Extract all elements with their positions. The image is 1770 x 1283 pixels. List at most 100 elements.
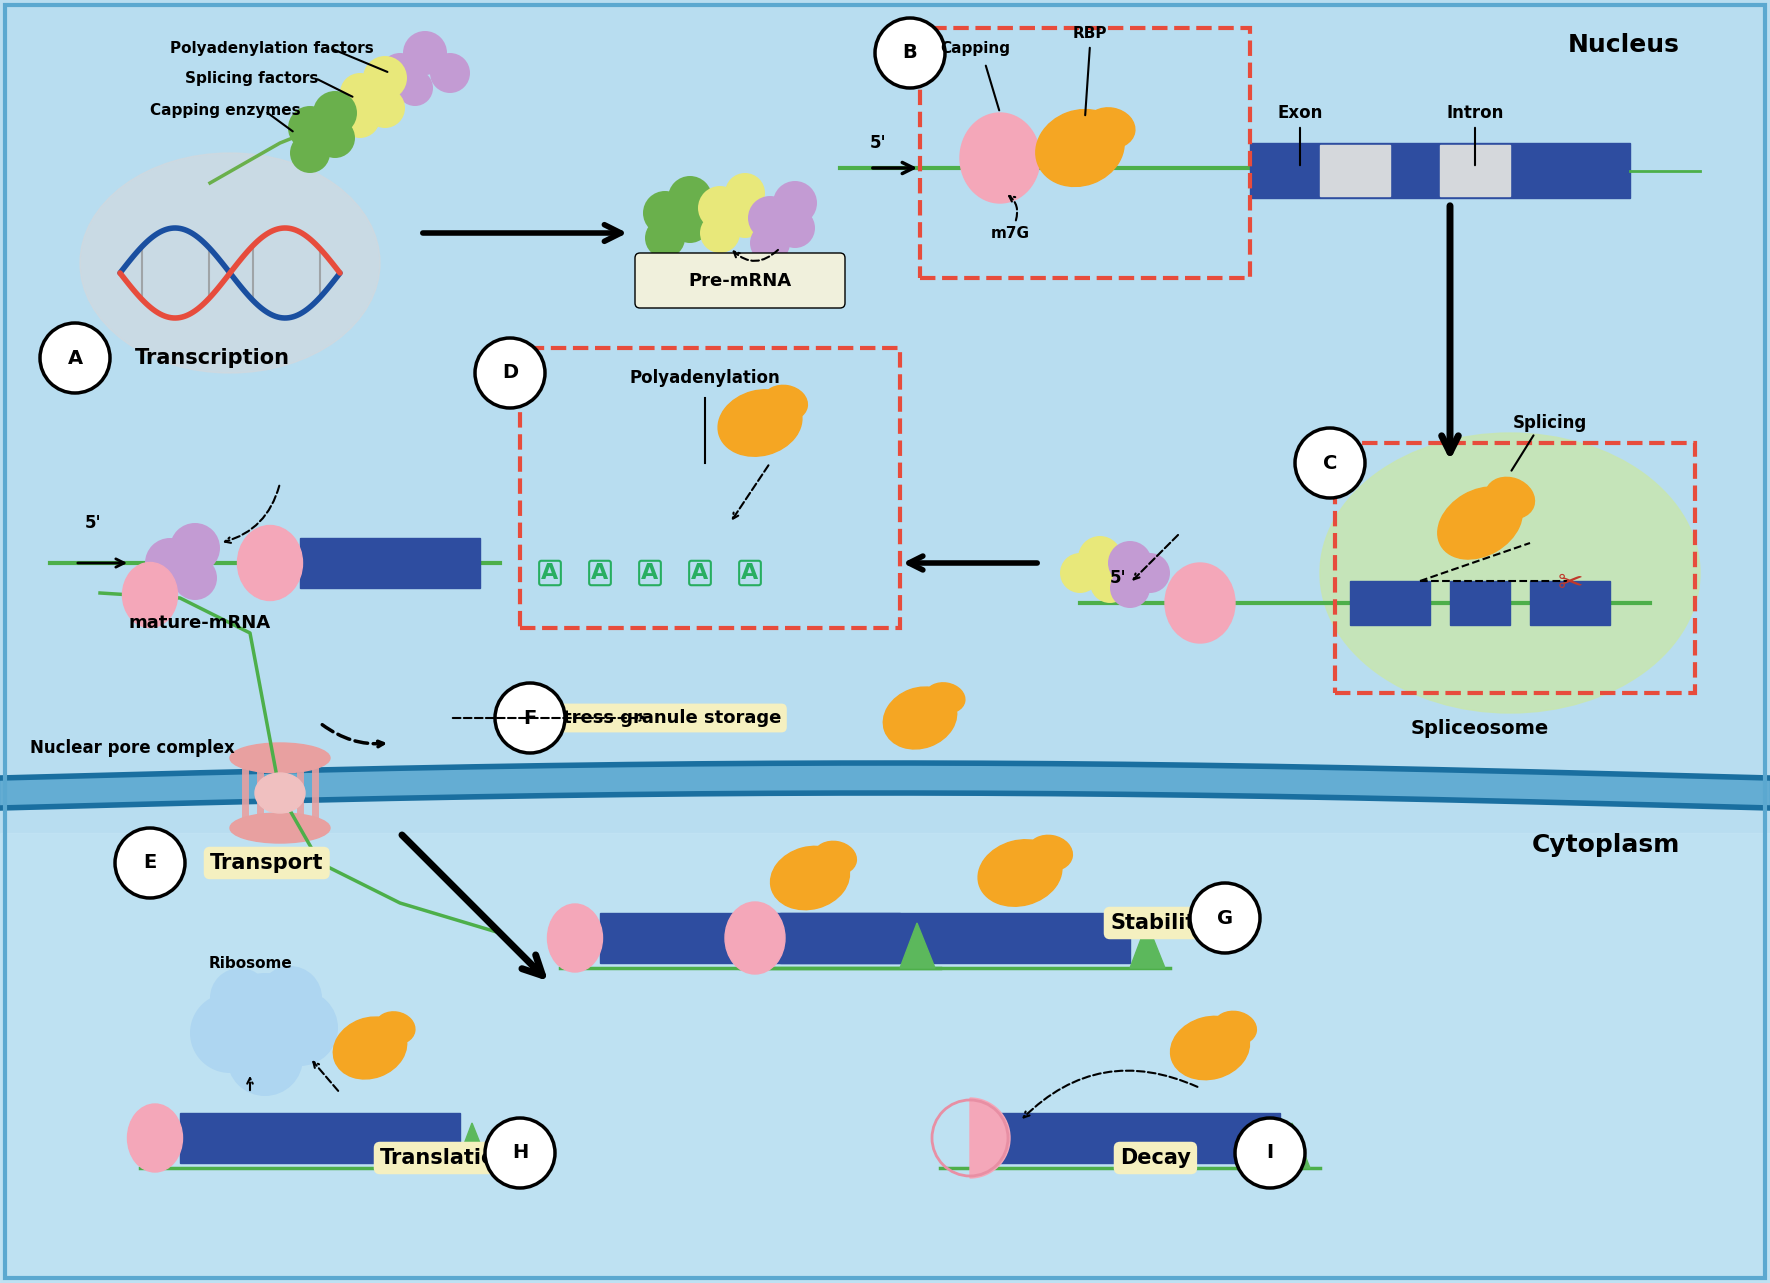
Circle shape — [41, 323, 110, 393]
Circle shape — [258, 966, 322, 1030]
Ellipse shape — [1214, 1011, 1257, 1044]
Text: Transcription: Transcription — [135, 348, 290, 368]
Ellipse shape — [375, 1012, 414, 1044]
Circle shape — [340, 98, 381, 139]
Text: C: C — [1322, 453, 1336, 472]
Ellipse shape — [547, 905, 602, 973]
Ellipse shape — [726, 902, 786, 974]
Circle shape — [365, 89, 405, 128]
Text: D: D — [503, 363, 519, 382]
Circle shape — [750, 223, 789, 263]
Circle shape — [1060, 553, 1099, 593]
Circle shape — [874, 18, 945, 89]
Text: Polyadenylation: Polyadenylation — [630, 370, 781, 387]
Ellipse shape — [1485, 477, 1535, 518]
Text: 5': 5' — [871, 133, 887, 151]
Polygon shape — [1129, 922, 1165, 967]
Circle shape — [474, 337, 545, 408]
Ellipse shape — [926, 683, 965, 713]
Ellipse shape — [255, 772, 304, 813]
Ellipse shape — [1320, 432, 1699, 713]
Polygon shape — [1274, 1123, 1310, 1168]
Text: Stress granule storage: Stress granule storage — [550, 709, 781, 727]
Text: Capping enzymes: Capping enzymes — [150, 104, 301, 118]
Polygon shape — [455, 1123, 490, 1168]
Circle shape — [1296, 429, 1365, 498]
Circle shape — [1235, 1117, 1304, 1188]
Bar — [1450, 581, 1510, 625]
Ellipse shape — [1028, 835, 1073, 871]
Text: ✂: ✂ — [1558, 568, 1582, 598]
Text: B: B — [903, 44, 917, 63]
Ellipse shape — [883, 686, 958, 749]
Ellipse shape — [1085, 108, 1135, 148]
Bar — [1351, 581, 1430, 625]
Circle shape — [485, 1117, 556, 1188]
Circle shape — [363, 56, 407, 100]
Wedge shape — [970, 1098, 1011, 1178]
Bar — [1000, 1112, 1280, 1162]
Text: Pre-mRNA: Pre-mRNA — [689, 272, 791, 290]
Bar — [299, 538, 480, 588]
Circle shape — [289, 106, 333, 150]
Ellipse shape — [814, 842, 857, 875]
Circle shape — [496, 683, 565, 753]
Ellipse shape — [1035, 109, 1124, 186]
Circle shape — [643, 191, 687, 235]
Text: Splicing factors: Splicing factors — [186, 71, 319, 86]
Text: A: A — [692, 563, 708, 582]
Ellipse shape — [127, 1103, 182, 1171]
Bar — [181, 1112, 460, 1162]
Circle shape — [430, 53, 471, 92]
Ellipse shape — [230, 813, 329, 843]
Bar — [1320, 145, 1389, 196]
Circle shape — [219, 973, 310, 1064]
Text: m7G: m7G — [991, 226, 1030, 240]
Circle shape — [173, 556, 218, 600]
Bar — [1250, 142, 1630, 198]
Text: Nucleus: Nucleus — [1568, 33, 1680, 56]
Circle shape — [115, 828, 186, 898]
Circle shape — [699, 213, 740, 253]
Ellipse shape — [719, 390, 802, 457]
Text: Splicing: Splicing — [1513, 414, 1588, 432]
FancyBboxPatch shape — [635, 253, 844, 308]
Text: A: A — [591, 563, 609, 582]
Text: 5': 5' — [1110, 568, 1127, 588]
Text: Decay: Decay — [1120, 1148, 1191, 1168]
Bar — [600, 913, 899, 964]
Text: E: E — [143, 853, 156, 872]
Ellipse shape — [763, 385, 807, 421]
Ellipse shape — [333, 1017, 407, 1079]
Ellipse shape — [122, 562, 177, 627]
Text: Polyadenylation factors: Polyadenylation factors — [170, 41, 373, 55]
Circle shape — [749, 196, 791, 240]
Ellipse shape — [1165, 563, 1235, 643]
Circle shape — [644, 218, 685, 258]
Text: F: F — [524, 708, 536, 727]
Circle shape — [773, 181, 818, 225]
Text: Cytoplasm: Cytoplasm — [1531, 833, 1680, 857]
Circle shape — [671, 203, 710, 242]
Circle shape — [1078, 536, 1122, 580]
Text: A: A — [542, 563, 559, 582]
Circle shape — [1189, 883, 1260, 953]
Circle shape — [396, 71, 434, 106]
Text: A: A — [742, 563, 759, 582]
Bar — [0, 833, 1770, 1283]
Bar — [781, 913, 1129, 964]
Circle shape — [145, 538, 195, 588]
Text: Exon: Exon — [1278, 104, 1322, 122]
Circle shape — [1110, 568, 1150, 608]
Text: A: A — [641, 563, 658, 582]
Circle shape — [726, 198, 765, 239]
Bar — [1529, 581, 1611, 625]
Circle shape — [315, 118, 356, 158]
Text: A: A — [67, 349, 83, 367]
Text: Nuclear pore complex: Nuclear pore complex — [30, 739, 235, 757]
Circle shape — [211, 967, 271, 1028]
Ellipse shape — [80, 153, 381, 373]
Circle shape — [340, 73, 381, 113]
Ellipse shape — [237, 526, 303, 600]
Text: Spliceosome: Spliceosome — [1411, 718, 1549, 738]
